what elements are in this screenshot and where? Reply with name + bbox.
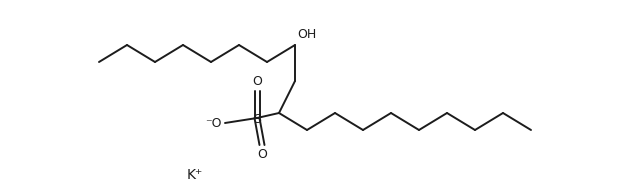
Text: ⁻O: ⁻O: [205, 116, 222, 130]
Text: K⁺: K⁺: [187, 168, 203, 182]
Text: S: S: [253, 113, 261, 125]
Text: OH: OH: [297, 28, 316, 41]
Text: O: O: [257, 148, 267, 161]
Text: O: O: [252, 75, 262, 88]
